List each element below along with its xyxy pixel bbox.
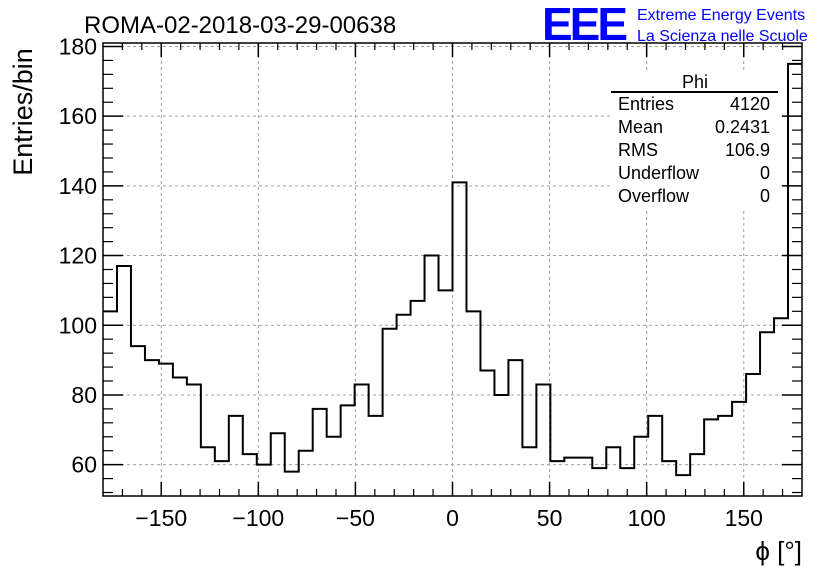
- stats-label: Mean: [618, 117, 663, 137]
- y-tick-label: 180: [59, 33, 97, 59]
- x-tick-label: −50: [336, 505, 375, 531]
- x-tick-label: 0: [446, 505, 459, 531]
- x-tick-label: 50: [537, 505, 563, 531]
- x-tick-label: −150: [135, 505, 187, 531]
- eee-logo-line1: Extreme Energy Events: [637, 7, 805, 24]
- eee-logo: EEE Extreme Energy Events La Scienza nel…: [542, 0, 808, 50]
- stats-label: RMS: [618, 140, 658, 160]
- stats-value: 4120: [730, 94, 770, 114]
- stats-rows: Entries 4120 Mean 0.2431 RMS 106.9 Underflow 0 O…: [618, 94, 770, 206]
- stats-value: 106.9: [725, 140, 770, 160]
- x-tick-labels: −150 −100 −50 0 50 100 150: [135, 505, 763, 531]
- stats-label: Entries: [618, 94, 674, 114]
- y-tick-label: 100: [59, 312, 97, 338]
- stats-title: Phi: [682, 72, 708, 92]
- x-tick-label: −100: [232, 505, 284, 531]
- eee-logo-line2: La Scienza nelle Scuole: [637, 28, 808, 45]
- stats-label: Underflow: [618, 163, 700, 183]
- stats-value: 0.2431: [715, 117, 770, 137]
- plot-frame: [102, 42, 803, 497]
- x-axis-label: ϕ [°]: [755, 536, 802, 566]
- y-tick-label: 160: [59, 103, 97, 129]
- x-tick-label: 150: [725, 505, 763, 531]
- stats-box-background: [612, 70, 778, 210]
- y-tick-label: 120: [59, 243, 97, 269]
- eee-logo-mark: EEE: [542, 0, 626, 50]
- stats-value: 0: [760, 186, 770, 206]
- y-axis-label: Entries/bin: [8, 48, 38, 176]
- major-ticks: [103, 43, 802, 496]
- y-tick-labels: 60 80 100 120 140 160 180: [59, 33, 97, 477]
- chart-title: ROMA-02-2018-03-29-00638: [84, 12, 396, 39]
- stats-box: Phi Entries 4120 Mean 0.2431 RMS 106.9 Underfl…: [611, 70, 778, 210]
- y-tick-label: 80: [71, 382, 97, 408]
- stats-value: 0: [760, 163, 770, 183]
- y-tick-label: 60: [71, 452, 97, 478]
- x-tick-label: 100: [627, 505, 665, 531]
- y-tick-label: 140: [59, 173, 97, 199]
- stats-label: Overflow: [618, 186, 690, 206]
- histogram-line: [103, 62, 802, 477]
